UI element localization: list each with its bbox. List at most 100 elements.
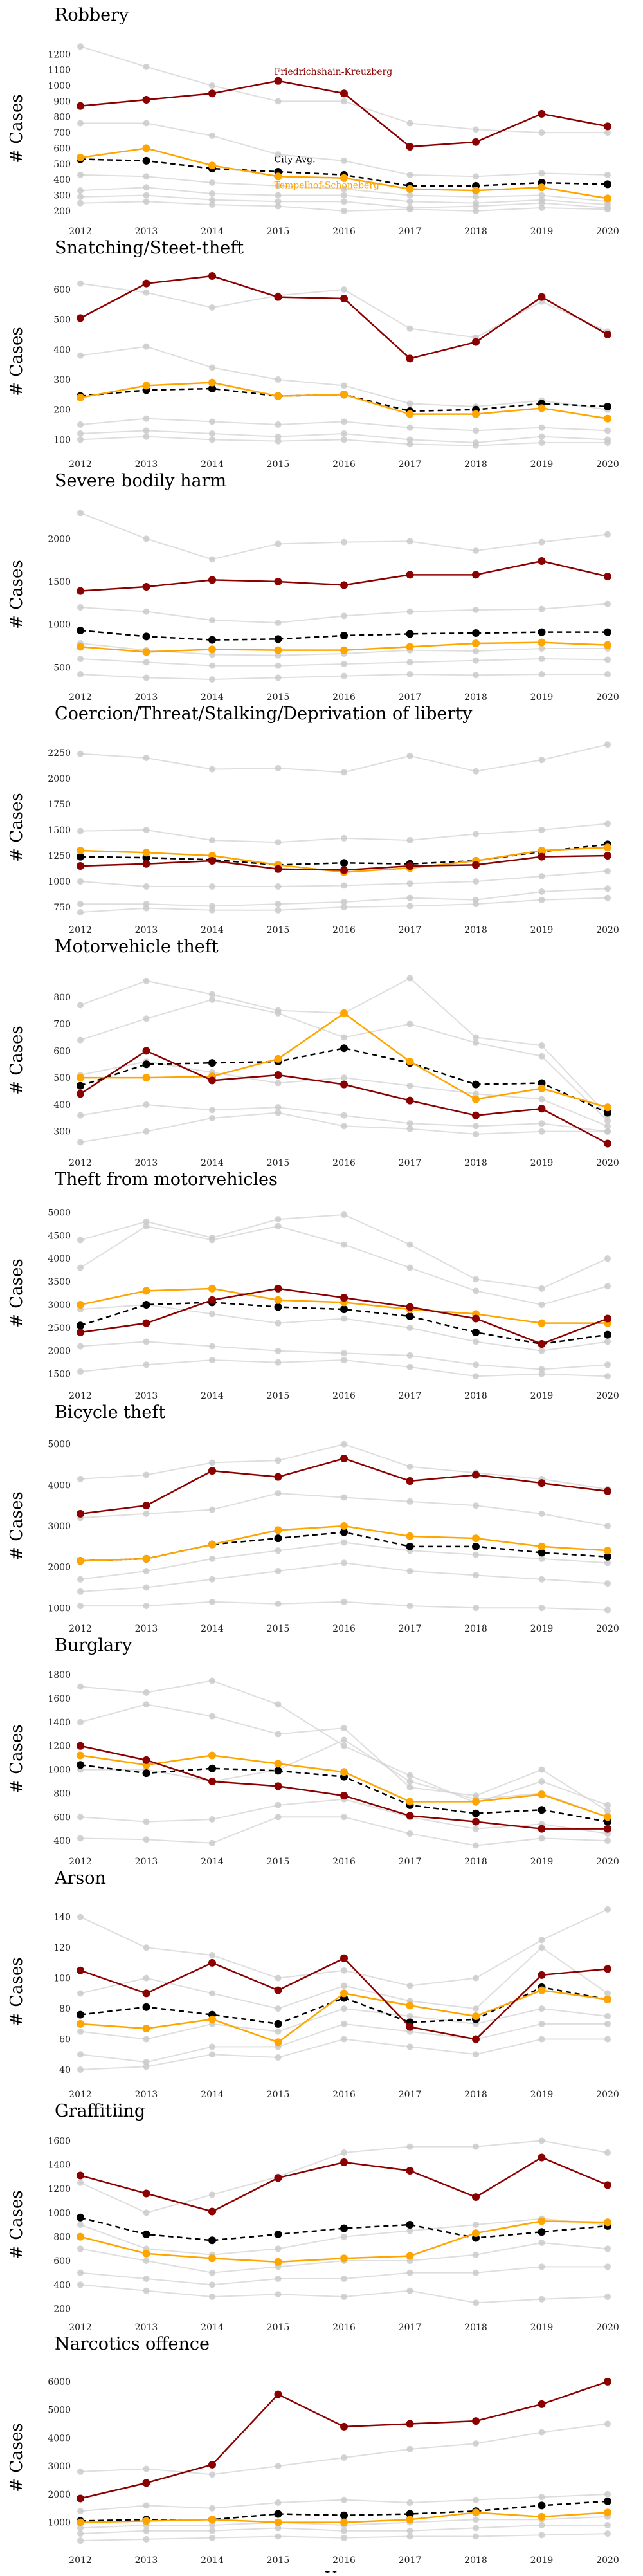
data-point-bg bbox=[538, 2036, 545, 2043]
data-point-avg bbox=[142, 1060, 150, 1069]
x-tick-label: 2013 bbox=[135, 1158, 158, 1168]
y-tick-label: 1000 bbox=[48, 81, 71, 91]
data-point-bg bbox=[143, 1510, 150, 1517]
data-point-bg bbox=[604, 2263, 611, 2270]
data-point-bg bbox=[406, 1498, 413, 1505]
chart-title: Robbery bbox=[55, 5, 129, 25]
data-point-bg bbox=[341, 1034, 347, 1041]
x-tick-label: 2019 bbox=[530, 1624, 554, 1634]
data-point-fk bbox=[538, 1105, 546, 1113]
x-tick-label: 2016 bbox=[332, 1624, 356, 1634]
data-point-bg bbox=[143, 883, 150, 890]
data-point-ts bbox=[406, 1058, 414, 1066]
data-point-bg bbox=[77, 436, 84, 443]
data-point-bg bbox=[473, 2005, 479, 2012]
data-point-ts bbox=[538, 1084, 546, 1092]
data-point-bg bbox=[341, 1211, 347, 1218]
data-point-bg bbox=[209, 430, 215, 437]
data-point-bg bbox=[209, 82, 215, 89]
data-point-bg bbox=[341, 1814, 347, 1821]
data-point-bg bbox=[209, 2051, 215, 2058]
data-point-fk bbox=[274, 865, 282, 873]
data-point-bg bbox=[275, 906, 282, 914]
data-point-ts bbox=[142, 382, 150, 390]
data-point-bg bbox=[143, 1818, 150, 1825]
data-point-ts bbox=[472, 410, 480, 418]
data-point-bg bbox=[406, 1772, 413, 1779]
data-point-bg bbox=[143, 343, 150, 350]
data-point-bg bbox=[538, 888, 545, 895]
data-point-fk bbox=[208, 89, 216, 98]
data-point-bg bbox=[143, 2063, 150, 2070]
y-tick-label: 600 bbox=[53, 143, 71, 154]
y-axis-label: # Cases bbox=[7, 2190, 26, 2259]
data-point-bg bbox=[77, 1475, 84, 1482]
data-point-fk bbox=[538, 109, 546, 118]
data-point-bg bbox=[275, 2245, 282, 2252]
x-tick-label: 2017 bbox=[399, 1624, 422, 1634]
data-point-bg bbox=[538, 2295, 545, 2303]
data-point-bg bbox=[473, 2143, 479, 2150]
y-tick-label: 400 bbox=[53, 1100, 71, 1110]
series-line-bg bbox=[80, 512, 608, 560]
data-point-avg bbox=[208, 2236, 216, 2245]
data-point-fk bbox=[142, 95, 150, 104]
data-point-bg bbox=[538, 2522, 545, 2528]
data-point-bg bbox=[275, 98, 282, 105]
data-point-bg bbox=[473, 1287, 479, 1294]
chart-panel-9: Graffitiing # Cases 200 400 600 800 1000 1200 14… bbox=[7, 2101, 619, 2333]
x-tick-label: 2019 bbox=[530, 2090, 554, 2100]
data-point-bg bbox=[406, 1352, 413, 1359]
x-tick-label: 2015 bbox=[267, 1391, 290, 1401]
data-point-fk bbox=[142, 279, 150, 288]
data-point-ts bbox=[538, 638, 546, 647]
data-point-fk bbox=[406, 1303, 414, 1311]
data-point-avg bbox=[142, 632, 150, 641]
data-point-bg bbox=[538, 1555, 545, 1562]
data-point-bg bbox=[341, 1241, 347, 1248]
data-point-fk bbox=[77, 314, 84, 322]
data-point-bg bbox=[77, 280, 84, 287]
data-point-bg bbox=[77, 1913, 84, 1920]
data-point-fk bbox=[604, 573, 611, 580]
data-point-bg bbox=[406, 1778, 413, 1785]
x-tick-label: 2015 bbox=[267, 2090, 290, 2100]
data-point-avg bbox=[142, 2003, 150, 2011]
y-tick-label: 2000 bbox=[48, 1347, 71, 1357]
data-point-bg bbox=[275, 620, 282, 626]
y-tick-label: 1600 bbox=[48, 2136, 71, 2146]
x-tick-label: 2015 bbox=[267, 459, 290, 470]
data-point-bg bbox=[275, 2499, 282, 2506]
data-point-bg bbox=[275, 662, 282, 669]
data-point-bg bbox=[209, 1990, 215, 1997]
x-tick-label: 2013 bbox=[135, 226, 158, 237]
data-point-avg bbox=[604, 1109, 611, 1117]
y-tick-label: 1400 bbox=[48, 1718, 71, 1728]
data-point-ts bbox=[538, 2512, 546, 2521]
data-point-bg bbox=[143, 659, 150, 666]
y-tick-label: 300 bbox=[53, 1127, 71, 1137]
data-point-bg bbox=[604, 2245, 611, 2252]
data-point-bg bbox=[77, 187, 84, 194]
data-point-bg bbox=[604, 2012, 611, 2019]
y-tick-label: 400 bbox=[53, 2280, 71, 2290]
data-point-bg bbox=[473, 2299, 479, 2306]
data-point-bg bbox=[341, 2005, 347, 2012]
data-point-bg bbox=[538, 2532, 545, 2539]
data-point-ts bbox=[604, 843, 611, 852]
data-point-ts bbox=[538, 2217, 546, 2225]
data-point-bg bbox=[341, 882, 347, 889]
data-point-bg bbox=[604, 1283, 611, 1290]
data-point-bg bbox=[473, 1974, 479, 1982]
data-point-bg bbox=[275, 182, 282, 189]
data-point-bg bbox=[604, 2530, 611, 2537]
data-point-bg bbox=[538, 1096, 545, 1103]
y-axis-label: # Cases bbox=[7, 1026, 26, 1095]
x-tick-label: 2014 bbox=[201, 1158, 224, 1168]
data-point-fk bbox=[142, 860, 150, 868]
series-line-ts bbox=[80, 1012, 608, 1109]
x-tick-label: 2020 bbox=[596, 1391, 619, 1401]
y-tick-label: 1000 bbox=[48, 1603, 71, 1614]
data-point-bg bbox=[275, 674, 282, 681]
chart-title: Graffitiing bbox=[55, 2101, 145, 2121]
